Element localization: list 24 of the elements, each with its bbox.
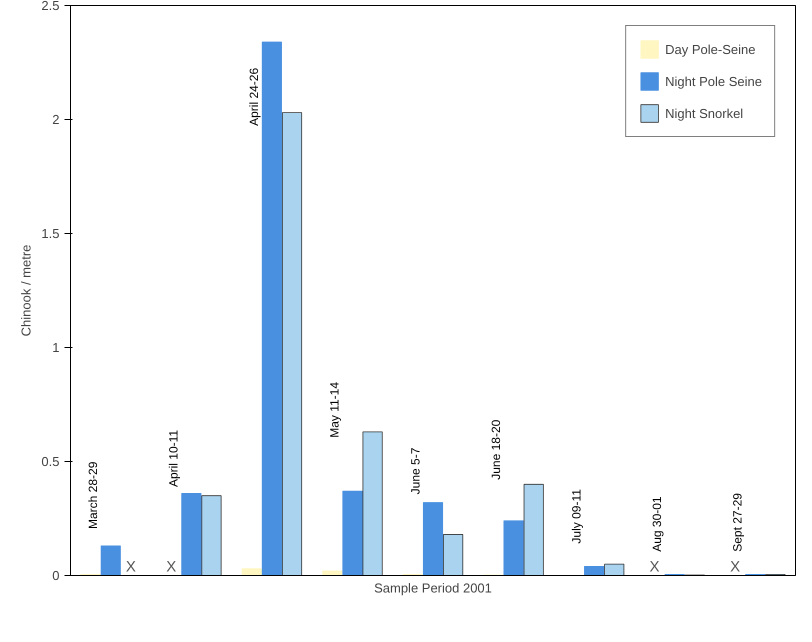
y-tick-label: 1.5 — [41, 226, 60, 241]
y-tick-label: 1 — [52, 340, 60, 355]
annotation: X — [126, 558, 136, 576]
y-tick-label: 2 — [52, 112, 60, 127]
annotation: X — [730, 558, 740, 576]
x-tick-label: July 09-11 — [569, 488, 584, 544]
x-tick-label: Sept 27-29 — [730, 492, 744, 552]
y-tick-label: 0 — [52, 568, 60, 583]
legend-label: Night Pole Seine — [665, 74, 762, 88]
legend-label: Night Snorkel — [665, 106, 744, 120]
y-axis-title: Chinook / metre — [18, 244, 34, 336]
x-tick-label: June 18-20 — [488, 419, 503, 480]
annotation: X — [650, 558, 660, 576]
x-tick-label: March 28-29 — [86, 461, 100, 529]
annotation: X — [166, 558, 176, 576]
y-tick-label: 0.5 — [41, 454, 60, 469]
x-tick-label: May 11-14 — [328, 382, 342, 438]
x-tick-label: Aug 30-01 — [650, 496, 664, 552]
x-axis-title: Sample Period 2001 — [374, 580, 492, 596]
x-tick-label: April 10-11 — [166, 430, 181, 488]
y-tick-label: 2.5 — [41, 0, 60, 13]
legend-label: Day Pole-Seine — [665, 42, 756, 56]
x-tick-label: April 24-26 — [247, 68, 262, 126]
x-tick-label: June 5-7 — [408, 447, 422, 494]
